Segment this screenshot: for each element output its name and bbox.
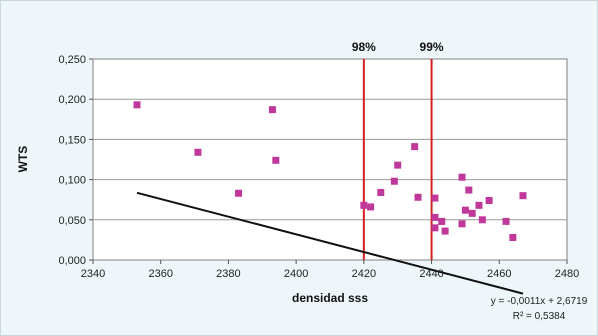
x-tick-label: 2440 [419, 268, 443, 280]
reference-line-label: 99% [420, 40, 444, 54]
data-point [468, 209, 476, 217]
data-point [360, 201, 368, 209]
y-axis-title: WTS [16, 146, 30, 173]
y-tick-label: 0,000 [58, 255, 86, 267]
data-point [519, 192, 527, 200]
x-tick-label: 2380 [216, 268, 240, 280]
x-tick-label: 2340 [81, 268, 105, 280]
data-point [461, 206, 469, 214]
trendline [136, 191, 524, 295]
y-tick-label: 0,100 [58, 175, 86, 187]
data-point [414, 193, 422, 201]
data-point [235, 189, 243, 197]
x-tick-label: 2420 [352, 268, 376, 280]
data-point [441, 227, 449, 235]
data-point [458, 220, 466, 228]
gridlines [89, 58, 568, 264]
data-point [478, 216, 486, 224]
y-tick-label: 0,200 [58, 94, 86, 106]
data-point [509, 233, 517, 241]
data-point [411, 143, 419, 151]
x-axis-title: densidad sss [292, 291, 368, 305]
r-squared-label: R² = 0,5384 [513, 311, 566, 322]
data-point [502, 217, 510, 225]
y-tick-label: 0,250 [58, 54, 86, 66]
trend-equation: y = -0,0011x + 2,6719 [491, 296, 588, 307]
data-point [475, 201, 483, 209]
data-point [458, 173, 466, 181]
data-points [133, 101, 527, 241]
data-point [485, 197, 493, 205]
data-point [431, 213, 439, 221]
x-tick-label: 2480 [555, 268, 579, 280]
data-point [394, 161, 402, 169]
data-point [133, 101, 141, 109]
data-point [367, 203, 375, 211]
data-point [194, 148, 202, 156]
data-point [431, 224, 439, 232]
data-point [431, 194, 439, 202]
tick-labels: 0,000 0,050 0,100 0,150 0,200 0,250 2340 2360 23… [58, 54, 579, 280]
data-point [438, 217, 446, 225]
data-point [465, 186, 473, 194]
plot-area [92, 58, 568, 261]
x-tick-label: 2400 [284, 268, 308, 280]
y-tick-label: 0,150 [58, 134, 86, 146]
reference-line-label: 98% [352, 40, 376, 54]
x-tick-label: 2360 [148, 268, 172, 280]
trendline-group [136, 191, 524, 295]
data-point [377, 188, 385, 196]
x-tick-label: 2460 [487, 268, 511, 280]
data-point [272, 156, 280, 164]
data-point [268, 106, 276, 114]
data-point [390, 177, 398, 185]
y-tick-label: 0,050 [58, 215, 86, 227]
